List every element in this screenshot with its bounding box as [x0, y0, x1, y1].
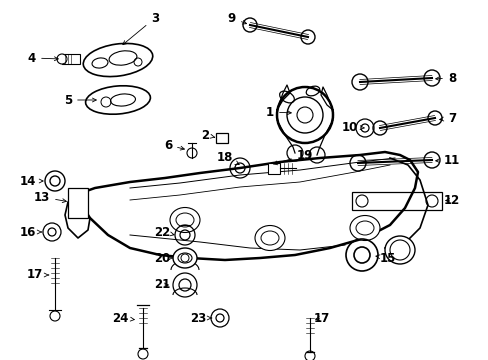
Text: 1: 1 — [265, 105, 291, 118]
Text: 18: 18 — [216, 150, 239, 165]
Text: 23: 23 — [189, 311, 211, 324]
Ellipse shape — [170, 207, 200, 233]
Circle shape — [57, 54, 67, 64]
Ellipse shape — [254, 225, 285, 251]
Text: 24: 24 — [112, 311, 134, 324]
Text: 17: 17 — [313, 311, 329, 324]
Bar — [62, 54, 80, 64]
Text: 9: 9 — [227, 12, 246, 24]
Text: 5: 5 — [64, 94, 96, 107]
Ellipse shape — [85, 86, 150, 114]
Text: 15: 15 — [375, 252, 395, 265]
Ellipse shape — [83, 44, 152, 77]
Text: 4: 4 — [28, 51, 58, 64]
Text: 3: 3 — [122, 12, 159, 45]
Text: 22: 22 — [154, 225, 174, 239]
Bar — [267, 163, 280, 174]
Text: 2: 2 — [201, 129, 214, 141]
Text: 16: 16 — [20, 225, 41, 239]
Text: 19: 19 — [273, 149, 312, 165]
Bar — [216, 133, 227, 143]
Text: 17: 17 — [27, 269, 49, 282]
Text: 10: 10 — [341, 121, 364, 134]
Text: 20: 20 — [154, 252, 173, 265]
Text: 13: 13 — [34, 190, 66, 203]
Text: 21: 21 — [154, 279, 170, 292]
Text: 11: 11 — [435, 153, 459, 166]
Text: 6: 6 — [163, 139, 184, 152]
Text: 12: 12 — [443, 194, 459, 207]
Text: 8: 8 — [435, 72, 455, 85]
Ellipse shape — [173, 248, 197, 268]
Bar — [68, 188, 88, 218]
Text: 14: 14 — [20, 175, 43, 188]
Ellipse shape — [349, 216, 379, 240]
Ellipse shape — [384, 236, 414, 264]
Text: 7: 7 — [439, 112, 455, 125]
Bar — [351, 192, 441, 210]
